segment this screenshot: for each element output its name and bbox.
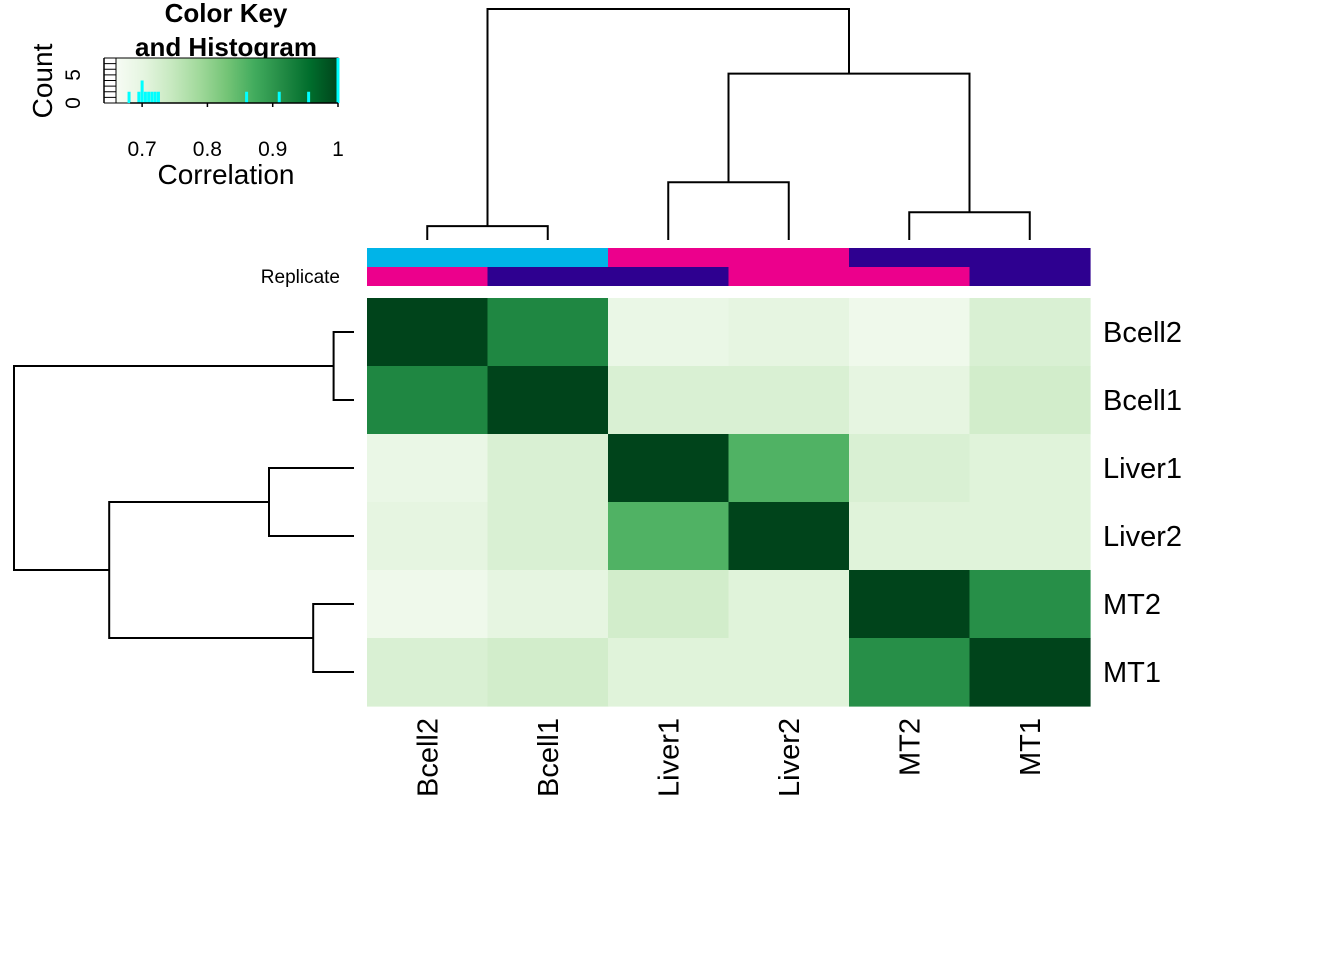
heatmap-cell-bcell1-bcell1 <box>487 366 609 435</box>
dendrogram-branch <box>13 365 334 571</box>
heatmap-cell-mt1-bcell1 <box>487 638 609 707</box>
annotation-cell <box>367 248 489 267</box>
annotation-cell <box>728 267 850 286</box>
heatmap-cell-mt2-mt2 <box>849 570 971 639</box>
column-label: Bcell2 <box>412 718 444 797</box>
key-x-tick-label: 0.7 <box>128 138 157 161</box>
heatmap-cell-mt1-mt1 <box>969 638 1091 707</box>
key-x-tick-label: 1 <box>332 138 344 161</box>
heatmap-cell-mt1-mt2 <box>849 638 971 707</box>
row-label: MT1 <box>1103 657 1161 689</box>
heatmap-cell-bcell1-liver1 <box>608 366 730 435</box>
key-y-axis: 05 <box>62 57 116 109</box>
row-labels: Bcell2 Bcell1 Liver1 Liver2 MT2 MT1 <box>1103 317 1182 689</box>
heatmap-cell-bcell1-bcell2 <box>367 366 489 435</box>
annotation-cell <box>487 248 609 267</box>
heatmap-cell-liver1-bcell2 <box>367 434 489 503</box>
dendrogram-branch <box>332 331 354 401</box>
dendrogram-branch <box>268 467 354 537</box>
annotation-cell <box>969 248 1091 267</box>
annotation-cell <box>969 267 1091 286</box>
heatmap-cell-liver2-bcell2 <box>367 502 489 571</box>
heatmap-cells <box>367 298 1091 707</box>
key-y-tick-label: 0 <box>62 97 85 109</box>
heatmap-cell-mt1-bcell2 <box>367 638 489 707</box>
heatmap-cell-mt2-mt1 <box>969 570 1091 639</box>
key-x-axis: 0.7 0.8 0.9 1 <box>128 102 344 161</box>
key-title-line2: and Histogram <box>135 32 317 62</box>
key-x-tick-label: 0.8 <box>193 138 222 161</box>
heatmap-cell-liver1-bcell1 <box>487 434 609 503</box>
dendrogram-branch <box>486 8 850 227</box>
column-label: MT2 <box>894 718 926 776</box>
key-title-line1: Color Key <box>165 0 288 28</box>
heatmap-cell-liver1-liver1 <box>608 434 730 503</box>
annotation-bars: Replicate <box>261 248 1091 288</box>
key-y-tick-label: 5 <box>62 69 85 81</box>
heatmap-cell-bcell1-liver2 <box>728 366 850 435</box>
heatmap-cell-mt2-bcell1 <box>487 570 609 639</box>
heatmap-cell-mt2-bcell2 <box>367 570 489 639</box>
key-x-tick-label: 0.9 <box>258 138 287 161</box>
annotation-cell <box>367 267 489 286</box>
heatmap-cell-bcell1-mt1 <box>969 366 1091 435</box>
heatmap-cell-liver2-liver2 <box>728 502 850 571</box>
annotation-cell <box>849 248 971 267</box>
row-label: Bcell2 <box>1103 317 1182 349</box>
column-label: Bcell1 <box>533 718 565 797</box>
column-label: MT1 <box>1015 718 1047 776</box>
dendrogram-branch <box>312 603 354 673</box>
row-label: Bcell1 <box>1103 385 1182 417</box>
heatmap-cell-bcell2-liver2 <box>728 298 850 367</box>
heatmap-cell-bcell2-bcell1 <box>487 298 609 367</box>
column-labels: Bcell2 Bcell1 Liver1 Liver2 MT2 MT1 <box>412 718 1047 797</box>
dendrogram-branch <box>426 225 549 240</box>
heatmap-cell-mt2-liver2 <box>728 570 850 639</box>
heatmap-cell-liver2-mt1 <box>969 502 1091 571</box>
row-label: MT2 <box>1103 589 1161 621</box>
annotation-cell <box>849 267 971 286</box>
column-label: Liver2 <box>774 718 806 797</box>
heatmap-cell-liver1-mt2 <box>849 434 971 503</box>
heatmap-cell-bcell2-mt1 <box>969 298 1091 367</box>
heatmap-cell-bcell1-mt2 <box>849 366 971 435</box>
row-label: Liver2 <box>1103 521 1182 553</box>
column-dendrogram <box>426 8 1031 240</box>
annotation-cell <box>608 267 730 286</box>
color-key: Color Key and Histogram 0.7 0.8 0.9 1 05 Co… <box>27 0 344 190</box>
annotation-label: Replicate <box>261 267 340 288</box>
dendrogram-branch <box>667 181 790 240</box>
key-histogram <box>127 58 340 103</box>
heatmap-cell-mt1-liver2 <box>728 638 850 707</box>
heatmap-cell-bcell2-mt2 <box>849 298 971 367</box>
heatmap-cell-mt1-liver1 <box>608 638 730 707</box>
heatmap-cell-bcell2-liver1 <box>608 298 730 367</box>
heatmap-cell-liver2-mt2 <box>849 502 971 571</box>
row-dendrogram <box>13 331 354 673</box>
dendrogram-branch <box>908 211 1031 240</box>
dendrogram-branch <box>108 501 314 639</box>
annotation-cell <box>487 267 609 286</box>
annotation-cell <box>728 248 850 267</box>
key-y-label: Count <box>27 43 58 118</box>
heatmap-cell-bcell2-bcell2 <box>367 298 489 367</box>
annotation-cell <box>608 248 730 267</box>
key-x-label: Correlation <box>158 159 295 190</box>
heatmap-cell-liver1-liver2 <box>728 434 850 503</box>
heatmap-cell-liver1-mt1 <box>969 434 1091 503</box>
column-label: Liver1 <box>653 718 685 797</box>
heatmap-cell-liver2-liver1 <box>608 502 730 571</box>
dendrogram-branch <box>727 72 971 213</box>
row-label: Liver1 <box>1103 453 1182 485</box>
heatmap-cell-liver2-bcell1 <box>487 502 609 571</box>
heatmap-cell-mt2-liver1 <box>608 570 730 639</box>
